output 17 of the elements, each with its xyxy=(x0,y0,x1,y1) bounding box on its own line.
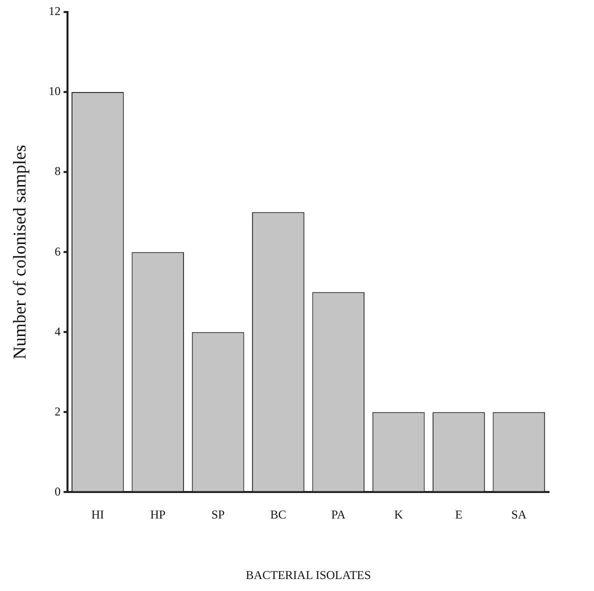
y-tick-label: 4 xyxy=(54,324,61,338)
y-tick-label: 10 xyxy=(48,84,61,98)
x-tick-label: HP xyxy=(150,508,166,522)
y-tick-label: 0 xyxy=(54,484,61,498)
y-tick-label: 2 xyxy=(54,404,61,418)
x-tick-label: SP xyxy=(211,508,226,522)
x-tick-label: PA xyxy=(331,508,346,522)
x-tick-label: HI xyxy=(91,508,104,522)
y-axis-title: Number of colonised samples xyxy=(10,144,30,360)
x-tick-label: BC xyxy=(270,508,286,522)
x-tick-label: SA xyxy=(511,508,527,522)
y-tick-label: 12 xyxy=(48,4,61,18)
x-tick-label: E xyxy=(455,508,462,522)
y-tick-label: 8 xyxy=(54,164,61,178)
y-tick-label: 6 xyxy=(54,244,61,258)
x-tick-label: K xyxy=(394,508,404,522)
x-axis-title: BACTERIAL ISOLATES xyxy=(246,568,371,582)
